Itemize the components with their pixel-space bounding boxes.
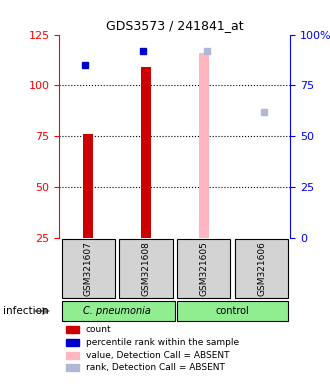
FancyBboxPatch shape	[62, 239, 115, 298]
Text: control: control	[216, 306, 249, 316]
FancyBboxPatch shape	[235, 239, 288, 298]
Text: C. pneumonia: C. pneumonia	[83, 306, 151, 316]
Title: GDS3573 / 241841_at: GDS3573 / 241841_at	[106, 19, 244, 32]
Text: percentile rank within the sample: percentile rank within the sample	[86, 338, 239, 347]
Bar	[83, 134, 93, 238]
FancyBboxPatch shape	[62, 301, 175, 321]
Bar	[256, 238, 267, 283]
Text: rank, Detection Call = ABSENT: rank, Detection Call = ABSENT	[86, 363, 225, 372]
FancyBboxPatch shape	[177, 301, 288, 321]
Text: GSM321605: GSM321605	[199, 242, 208, 296]
Text: GSM321606: GSM321606	[257, 242, 266, 296]
Text: GSM321607: GSM321607	[84, 242, 93, 296]
Text: infection: infection	[3, 306, 49, 316]
Bar	[199, 53, 209, 238]
FancyBboxPatch shape	[177, 239, 230, 298]
FancyBboxPatch shape	[119, 239, 173, 298]
Bar	[141, 67, 151, 238]
Text: count: count	[86, 325, 112, 334]
Text: GSM321608: GSM321608	[142, 242, 150, 296]
Text: value, Detection Call = ABSENT: value, Detection Call = ABSENT	[86, 351, 229, 360]
